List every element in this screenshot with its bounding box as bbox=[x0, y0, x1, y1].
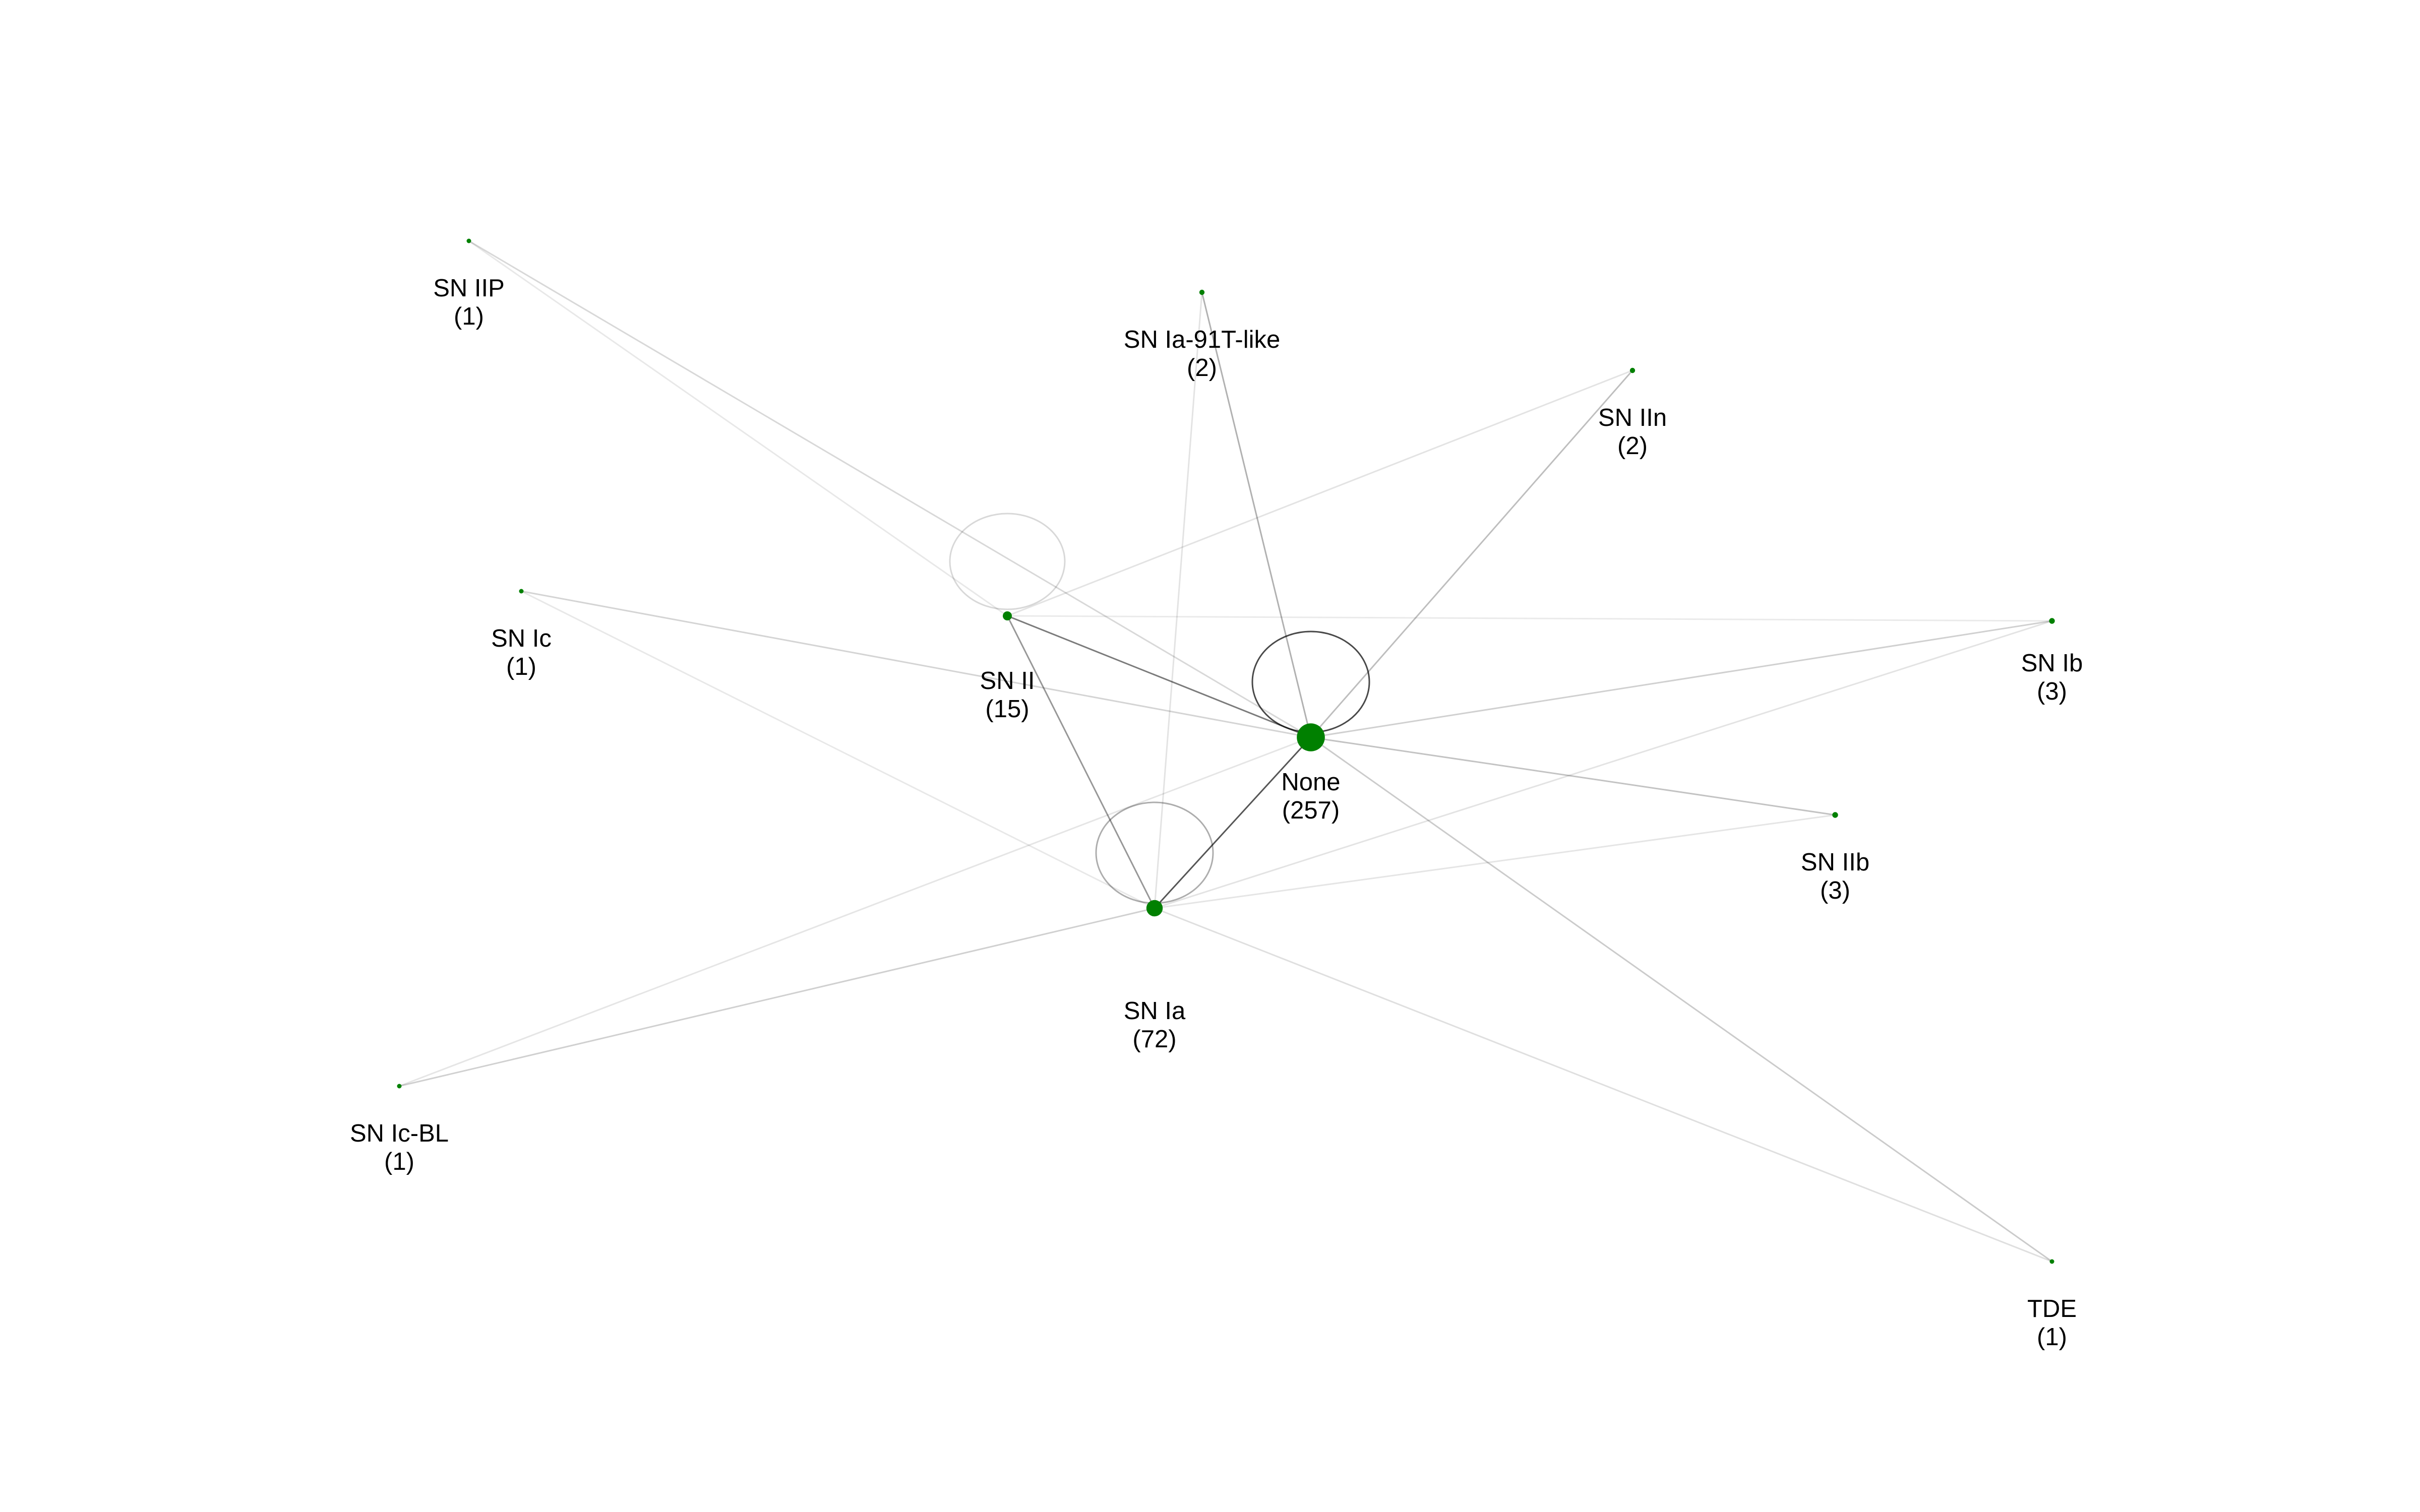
edge-none-sn-ia bbox=[1154, 736, 1312, 909]
node-count-label: (257) bbox=[1282, 797, 1340, 824]
node-name-label: SN Ic bbox=[491, 625, 552, 652]
edge-sn-ia-sn-ii bbox=[1006, 615, 1156, 909]
edge-sn-ia-sn-iib bbox=[1154, 814, 1836, 909]
node-marker-tde bbox=[2049, 1259, 2054, 1264]
edge-none-sn-ic-bl bbox=[399, 736, 1311, 1087]
node-count-label: (3) bbox=[2037, 678, 2067, 705]
edge-none-sn-iin bbox=[1310, 370, 1634, 738]
node-marker-sn-ia bbox=[1146, 900, 1163, 917]
node-count-label: (72) bbox=[1132, 1026, 1176, 1053]
node-marker-none bbox=[1297, 723, 1325, 751]
edge-sn-ii-sn-iip bbox=[468, 240, 1008, 617]
node-marker-sn-iin bbox=[1629, 367, 1636, 373]
node-marker-sn-iib bbox=[1832, 812, 1838, 818]
node-count-label: (3) bbox=[1820, 877, 1850, 904]
node-name-label: SN IIP bbox=[433, 275, 505, 302]
node-name-label: SN Ia-91T-like bbox=[1124, 326, 1280, 353]
nodes-layer: None(257)SN Ia(72)SN II(15)SN Ib(3)SN II… bbox=[350, 238, 2083, 1351]
edge-sn-ii-sn-iin bbox=[1007, 369, 1633, 617]
edge-none-tde bbox=[1310, 736, 2052, 1263]
node-sn-ia: SN Ia(72) bbox=[1124, 900, 1186, 1053]
node-count-label: (2) bbox=[1617, 432, 1648, 460]
node-none: None(257) bbox=[1281, 723, 1341, 824]
node-count-label: (1) bbox=[2037, 1324, 2067, 1351]
node-marker-sn-ia-91t bbox=[1199, 289, 1205, 295]
node-sn-ic-bl: SN Ic-BL(1) bbox=[350, 1084, 449, 1175]
node-name-label: SN IIn bbox=[1598, 404, 1667, 431]
node-count-label: (2) bbox=[1187, 354, 1217, 382]
edge-none-sn-ii bbox=[1007, 615, 1311, 738]
node-count-label: (15) bbox=[985, 696, 1029, 723]
node-count-label: (1) bbox=[506, 653, 536, 680]
node-marker-sn-ib bbox=[2049, 618, 2055, 624]
node-marker-sn-ic bbox=[519, 589, 524, 594]
edge-none-sn-ic bbox=[521, 590, 1311, 738]
node-name-label: SN Ic-BL bbox=[350, 1120, 449, 1147]
edge-none-sn-ia-91t bbox=[1201, 292, 1312, 738]
edge-sn-ia-sn-ic bbox=[521, 590, 1155, 909]
edge-none-sn-iib bbox=[1310, 736, 1836, 816]
node-sn-ia-91t: SN Ia-91T-like(2) bbox=[1124, 289, 1280, 382]
node-name-label: SN II bbox=[980, 667, 1035, 695]
edge-sn-ia-sn-ia-91t bbox=[1154, 292, 1203, 909]
node-name-label: SN Ia bbox=[1124, 997, 1186, 1025]
edge-sn-ia-sn-ib bbox=[1154, 620, 2052, 909]
edge-none-sn-ib bbox=[1310, 620, 2052, 738]
node-sn-iin: SN IIn(2) bbox=[1598, 367, 1667, 460]
node-name-label: None bbox=[1281, 769, 1340, 796]
node-sn-iip: SN IIP(1) bbox=[433, 238, 505, 330]
self-loop-sn-ii bbox=[949, 513, 1066, 610]
node-name-label: SN Ib bbox=[2021, 650, 2083, 677]
node-sn-iib: SN IIb(3) bbox=[1801, 812, 1869, 904]
edge-sn-ia-tde bbox=[1154, 907, 2052, 1263]
node-count-label: (1) bbox=[454, 303, 484, 330]
node-sn-ic: SN Ic(1) bbox=[491, 589, 552, 680]
edge-none-sn-iip bbox=[468, 240, 1311, 738]
node-name-label: TDE bbox=[2027, 1295, 2077, 1322]
node-sn-ib: SN Ib(3) bbox=[2021, 618, 2083, 705]
edge-sn-ia-sn-ic-bl bbox=[399, 907, 1155, 1087]
node-tde: TDE(1) bbox=[2027, 1259, 2077, 1351]
node-sn-ii: SN II(15) bbox=[980, 611, 1035, 723]
edge-sn-ii-sn-ib bbox=[1007, 615, 2052, 622]
node-marker-sn-ii bbox=[1003, 611, 1012, 620]
node-count-label: (1) bbox=[384, 1148, 414, 1175]
node-marker-sn-iip bbox=[466, 238, 471, 243]
edges-layer bbox=[399, 240, 2052, 1263]
node-marker-sn-ic-bl bbox=[397, 1084, 402, 1089]
node-name-label: SN IIb bbox=[1801, 849, 1869, 876]
